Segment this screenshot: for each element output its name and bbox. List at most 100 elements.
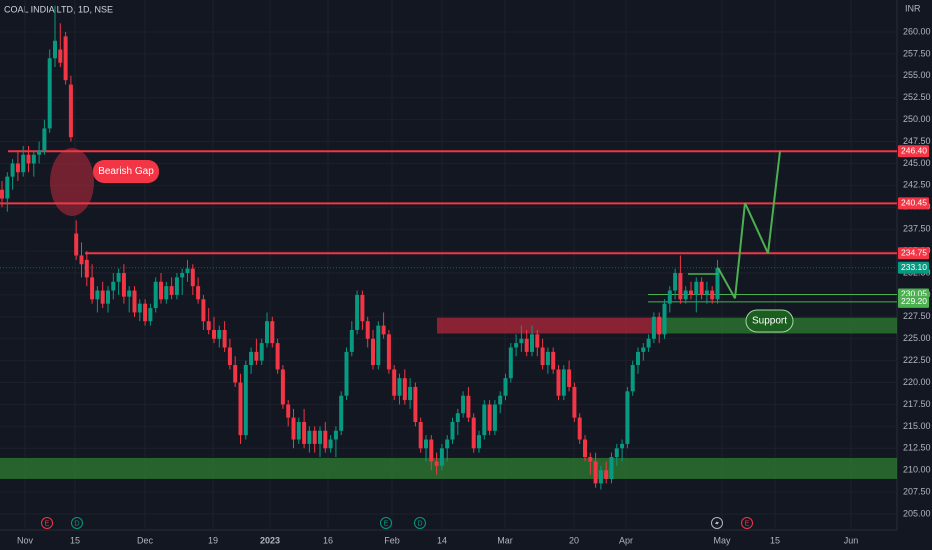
candle-body: [551, 351, 556, 370]
currency: INR: [905, 3, 921, 13]
candle-body: [68, 84, 73, 138]
candle-body: [0, 189, 4, 199]
event-label: E: [384, 520, 389, 527]
candle-body: [386, 334, 391, 370]
event-marker: [741, 517, 753, 529]
event-marker: [71, 517, 83, 529]
candle-body: [349, 329, 354, 352]
price-label: 230.05: [901, 289, 927, 299]
candle-body: [233, 365, 238, 383]
candle-body: [153, 281, 158, 309]
candle-body: [466, 395, 471, 418]
y-tick-label: 225.00: [903, 333, 931, 343]
candle-body: [598, 470, 603, 484]
candle-body: [434, 461, 439, 466]
event-marker: [414, 517, 426, 529]
candle-body: [355, 294, 360, 330]
price-label: 233.10: [901, 262, 927, 272]
candle-body: [148, 308, 153, 322]
x-tick-label: 19: [208, 535, 218, 545]
dividend-icon: [711, 517, 723, 529]
candle-body: [604, 470, 609, 479]
candle-body: [620, 443, 625, 449]
event-marker: [41, 517, 53, 529]
candle-body: [164, 286, 169, 300]
candle-body: [683, 290, 688, 300]
candle-body: [662, 303, 667, 335]
y-tick-label: 242.50: [903, 180, 931, 190]
candle-body: [302, 421, 307, 444]
candle-body: [31, 154, 36, 164]
price-label: 240.45: [901, 198, 927, 208]
candle-body: [625, 391, 630, 444]
candle-body: [487, 404, 492, 431]
candle-body: [673, 273, 678, 291]
x-tick-label: Feb: [384, 535, 400, 545]
candle-body: [498, 395, 503, 405]
candle-body: [127, 290, 132, 297]
candle-body: [545, 351, 550, 366]
candle-body: [540, 347, 545, 366]
candle-body: [339, 395, 344, 431]
price-label-bg: [898, 261, 929, 274]
candle-body: [185, 268, 190, 274]
x-tick-label: 2023: [260, 535, 280, 545]
candle-body: [201, 299, 206, 322]
chart-title: COAL INDIA LTD, 1D, NSE: [4, 4, 113, 14]
candle-body: [376, 325, 381, 366]
candle-body: [206, 321, 211, 330]
y-tick-label: 255.00: [903, 70, 931, 80]
candle-body: [614, 448, 619, 458]
candle-body: [212, 329, 216, 339]
candle-body: [243, 365, 248, 436]
candle-body: [646, 338, 651, 348]
annotation: Bearish Gap: [98, 166, 154, 177]
candle-body: [424, 439, 428, 449]
candle-body: [90, 277, 95, 300]
candle-body: [508, 347, 513, 379]
candle-body: [418, 421, 423, 449]
candle-body: [630, 365, 635, 392]
candle-body: [10, 163, 15, 177]
candle-body: [79, 255, 84, 265]
x-tick-label: Nov: [17, 535, 34, 545]
y-tick-label: 247.50: [903, 136, 931, 146]
candle-body: [259, 343, 264, 361]
y-tick-label: 252.50: [903, 92, 931, 102]
candle-body: [397, 378, 402, 396]
candle-body: [609, 457, 614, 479]
candle-body: [254, 351, 259, 361]
candle-body: [296, 421, 301, 440]
x-tick-label: 14: [437, 535, 447, 545]
candle-body: [519, 338, 524, 344]
candle-body: [577, 417, 582, 440]
event-label: E: [45, 520, 50, 527]
price-label-bg: [898, 145, 929, 158]
x-tick-label: 15: [770, 535, 780, 545]
price-label: 234.75: [901, 248, 927, 258]
candle-body: [121, 273, 126, 297]
candle-body: [715, 267, 720, 300]
x-tick-label: Apr: [619, 535, 633, 545]
candle-body: [143, 303, 148, 322]
candle-body: [535, 334, 540, 348]
candle-body: [445, 439, 450, 449]
candle-body: [174, 277, 179, 295]
candle-body: [286, 404, 291, 418]
candle-body: [524, 338, 529, 352]
price-label: 246.40: [901, 145, 927, 155]
candle-body: [657, 316, 662, 335]
candle-body: [291, 417, 296, 440]
candle-body: [482, 404, 487, 436]
y-tick-label: 215.00: [903, 421, 931, 431]
candle-body: [53, 40, 57, 59]
price-label-bg: [898, 247, 929, 260]
candle-body: [429, 439, 434, 462]
projection-segment: [767, 151, 781, 254]
candle-body: [710, 290, 715, 300]
candle-body: [190, 268, 195, 287]
y-tick-label: 250.00: [903, 114, 931, 124]
candle-body: [371, 338, 375, 366]
candle-body: [15, 163, 20, 173]
